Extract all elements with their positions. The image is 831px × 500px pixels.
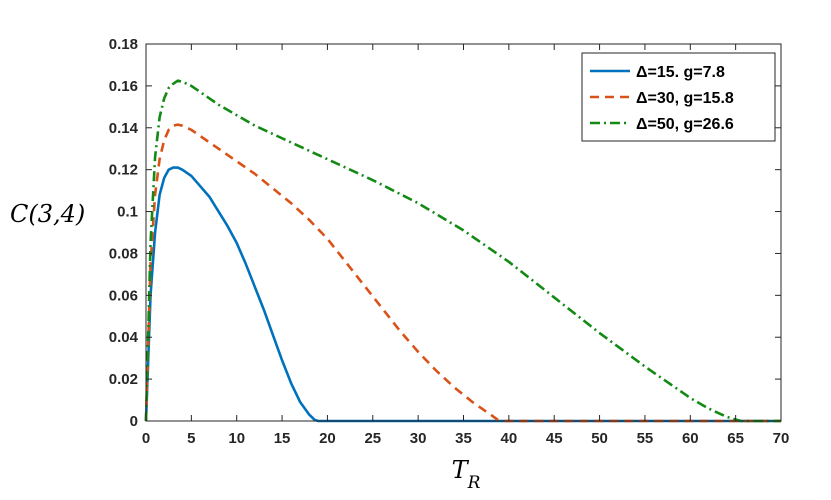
x-tick-label: 55	[637, 430, 654, 447]
y-tick-label: 0.12	[109, 162, 138, 179]
x-tick-label: 20	[319, 430, 336, 447]
x-tick-label: 30	[410, 430, 427, 447]
x-tick-label: 40	[501, 430, 518, 447]
axes	[145, 43, 782, 422]
x-tick-label: 25	[364, 430, 381, 447]
x-tick-label: 70	[773, 430, 790, 447]
legend-label-3: Δ=50, g=26.6	[636, 116, 734, 133]
legend-label-1: Δ=15. g=7.8	[636, 64, 725, 81]
legend-label-2: Δ=30, g=15.8	[636, 90, 734, 107]
legend-box	[581, 52, 776, 142]
tick-labels: 0 5 10 15 20 25 30 35 40 45 50 55 60 65 70 0 0.02 0.04 0.0…	[109, 36, 790, 447]
x-axis-label: TR	[452, 456, 481, 493]
y-tick-label: 0.14	[109, 120, 139, 137]
y-tick-label: 0.06	[109, 287, 138, 304]
x-tick-label: 15	[274, 430, 291, 447]
y-tick-label: 0.16	[109, 78, 138, 95]
y-tick-label: 0.1	[117, 204, 138, 221]
y-tick-label: 0.08	[109, 245, 138, 262]
x-tick-label: 65	[727, 430, 744, 447]
legend: Δ=15. g=7.8 Δ=30, g=15.8 Δ=50, g=26.6	[581, 52, 776, 142]
x-tick-label: 5	[187, 430, 195, 447]
x-tick-label: 60	[682, 430, 699, 447]
x-tick-label: 50	[591, 430, 608, 447]
y-tick-label: 0.18	[109, 36, 138, 53]
y-tick-label: 0.04	[109, 329, 139, 346]
y-tick-label: 0	[130, 413, 138, 430]
x-tick-label: 35	[455, 430, 472, 447]
x-tick-label: 0	[142, 430, 150, 447]
x-tick-label: 10	[228, 430, 245, 447]
y-axis-label: C(3,4)	[10, 200, 85, 228]
x-tick-label: 45	[546, 430, 563, 447]
y-tick-label: 0.02	[109, 371, 138, 388]
